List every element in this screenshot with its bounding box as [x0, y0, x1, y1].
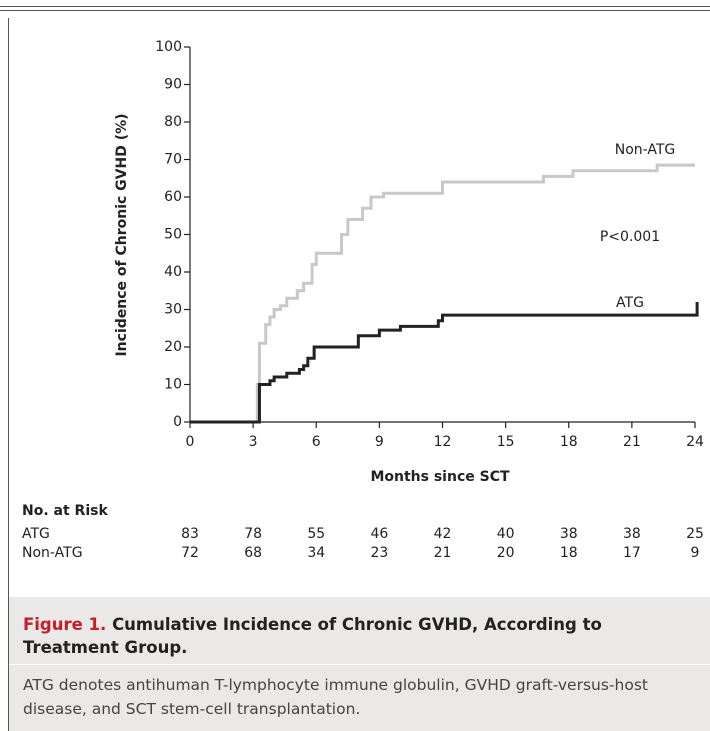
risk-value: 46: [370, 526, 388, 542]
x-tick-label: 3: [249, 434, 258, 450]
y-axis-title: Incidence of Chronic GVHD (%): [114, 113, 130, 356]
top-rule: [0, 10, 710, 11]
risk-value: 78: [244, 526, 262, 542]
risk-value: 20: [497, 545, 515, 561]
y-tick-label: 90: [164, 77, 182, 93]
risk-value: 21: [434, 545, 452, 561]
top-rule: [0, 6, 710, 7]
caption-heading: Cumulative Incidence of Chronic GVHD, Ac…: [23, 615, 602, 657]
x-tick-label: 0: [186, 434, 195, 450]
series-label: Non-ATG: [615, 142, 676, 158]
risk-row-label: ATG: [22, 526, 50, 542]
caption-text: ATG denotes antihuman T-lymphocyte immun…: [23, 676, 648, 718]
risk-value: 68: [244, 545, 262, 561]
risk-value: 17: [623, 545, 641, 561]
risk-value: 23: [370, 545, 388, 561]
caption-title: Figure 1. Cumulative Incidence of Chroni…: [23, 613, 703, 659]
x-tick-label: 15: [497, 434, 515, 450]
x-tick-label: 21: [623, 434, 641, 450]
y-tick-label: 40: [164, 264, 182, 280]
y-tick-label: 10: [164, 377, 182, 393]
risk-value: 38: [623, 526, 641, 542]
risk-value: 18: [560, 545, 578, 561]
risk-value: 83: [181, 526, 199, 542]
risk-value: 40: [497, 526, 515, 542]
y-tick-label: 50: [164, 227, 182, 243]
risk-value: 25: [686, 526, 704, 542]
risk-row-label: Non-ATG: [22, 545, 83, 561]
risk-value: 9: [691, 545, 700, 561]
p-value: P<0.001: [600, 229, 660, 245]
series-label: ATG: [616, 295, 644, 311]
caption: Figure 1. Cumulative Incidence of Chroni…: [9, 597, 710, 731]
x-axis-title: Months since SCT: [370, 469, 510, 485]
risk-value: 34: [307, 545, 325, 561]
risk-value: 42: [434, 526, 452, 542]
risk-value: 72: [181, 545, 199, 561]
x-tick-label: 9: [375, 434, 384, 450]
y-tick-label: 80: [164, 114, 182, 130]
figure-frame: [8, 18, 710, 731]
risk-value: 38: [560, 526, 578, 542]
y-tick-label: 70: [164, 152, 182, 168]
caption-label: Figure 1.: [23, 615, 107, 634]
x-tick-label: 18: [560, 434, 578, 450]
y-tick-label: 0: [173, 414, 182, 430]
y-tick-label: 30: [164, 302, 182, 318]
curve: [190, 163, 695, 424]
curve: [190, 302, 699, 424]
x-tick-label: 12: [434, 434, 452, 450]
caption-rule: [9, 664, 710, 665]
chart: Months since SCT Incidence of Chronic GV…: [22, 39, 704, 561]
y-tick-label: 20: [164, 339, 182, 355]
risk-value: 55: [307, 526, 325, 542]
y-tick-label: 60: [164, 189, 182, 205]
x-tick-label: 24: [686, 434, 704, 450]
risk-title: No. at Risk: [22, 503, 108, 519]
y-tick-label: 100: [155, 39, 182, 55]
x-tick-label: 6: [312, 434, 321, 450]
